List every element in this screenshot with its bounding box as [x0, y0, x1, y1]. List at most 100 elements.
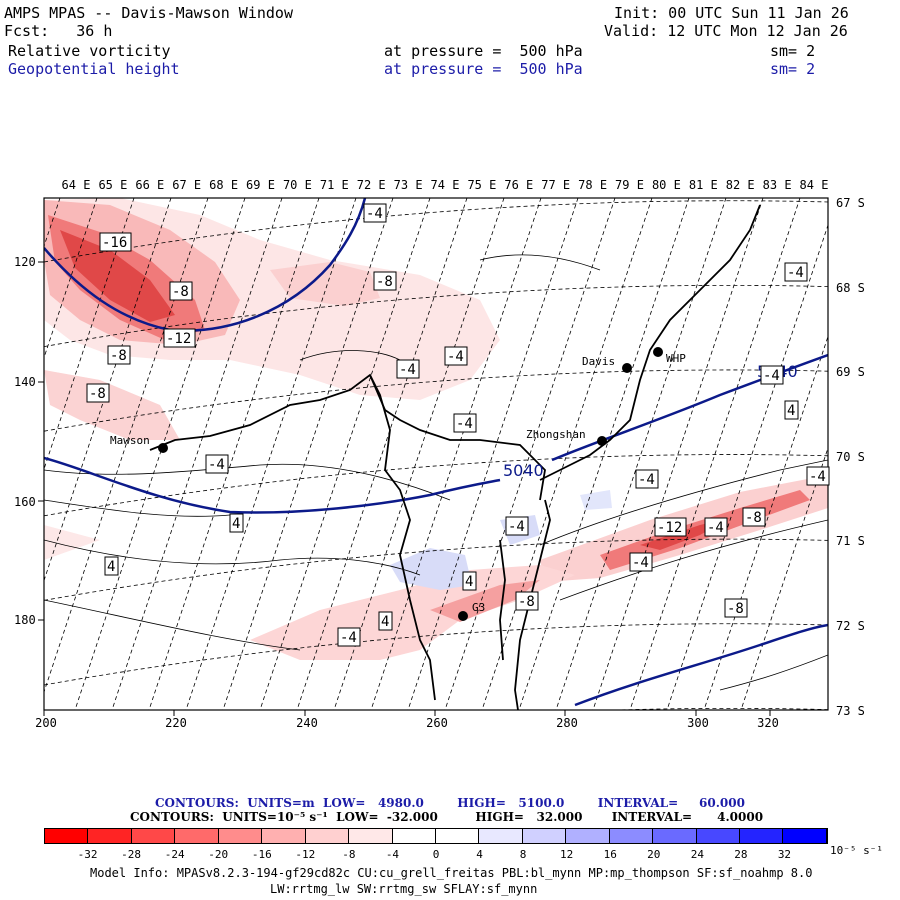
latitude-label: 71 S [836, 534, 865, 549]
colorbar-swatch [609, 829, 654, 843]
vorticity-label: -4 [444, 346, 468, 366]
svg-text:-8: -8 [172, 284, 189, 300]
vorticity-label: -8 [86, 383, 110, 403]
latitude-label: 68 S [836, 280, 865, 295]
colorbar-tick: -4 [385, 848, 400, 861]
station-mawson-label: Mawson [110, 434, 150, 447]
height-label: 5040 [503, 461, 544, 480]
svg-text:-4: -4 [809, 469, 826, 485]
longitude-label: 74 E [430, 178, 460, 192]
svg-text:4: 4 [787, 403, 795, 419]
x-tick: 320 [757, 716, 779, 730]
station-davis [622, 363, 632, 373]
latitude-label: 70 S [836, 449, 865, 464]
station-davis-label: Davis [582, 355, 615, 368]
longitude-label: 80 E [651, 178, 681, 192]
vorticity-label: -4 [363, 203, 387, 223]
x-tick: 300 [687, 716, 709, 730]
colorbar-tick: 28 [734, 848, 748, 861]
vorticity-label: -4 [205, 454, 229, 474]
longitude-label: 83 E [762, 178, 792, 192]
colorbar-swatch [131, 829, 176, 843]
colorbar-tick: 0 [432, 848, 440, 861]
vorticity-labels: -16 -8 -12 -8 -8 -8 -4 -4 -4 -4 -4 -4 -4 -4 4 4 4 4 -4 -4 -4… [86, 203, 830, 647]
svg-text:-4: -4 [208, 457, 225, 473]
colorbar-tick: 4 [476, 848, 483, 861]
svg-text:-8: -8 [89, 386, 106, 402]
svg-text:-4: -4 [787, 265, 804, 281]
vorticity-label: 4 [462, 571, 477, 591]
svg-text:-8: -8 [376, 274, 393, 290]
longitude-label: 77 E [541, 178, 571, 192]
stations [158, 347, 663, 621]
longitude-label: 72 E [356, 178, 386, 192]
svg-text:-4: -4 [366, 206, 383, 222]
vorticity-label: -8 [515, 591, 539, 611]
geopotential-contours [44, 198, 828, 707]
vorticity-label: -8 [742, 507, 766, 527]
field2-smoothing: sm= 2 [770, 60, 816, 78]
valid-time: Valid: 12 UTC Mon 12 Jan 26 [604, 22, 848, 40]
svg-text:-4: -4 [399, 362, 416, 378]
station-zhongshan [597, 436, 607, 446]
vorticity-label: -8 [724, 598, 748, 618]
svg-text:-8: -8 [745, 510, 762, 526]
y-tick: 180 [14, 613, 36, 627]
longitude-label: 78 E [578, 178, 608, 192]
x-tick: 260 [426, 716, 448, 730]
station-g3-label: G3 [472, 601, 485, 614]
colorbar-tick: -24 [164, 848, 185, 861]
colorbar-tick: -16 [251, 848, 272, 861]
longitude-label: 71 E [319, 178, 349, 192]
model-info: Model Info: MPASv8.2.3-194-gf29cd82c CU:… [90, 866, 813, 880]
y-tick: 140 [14, 375, 36, 389]
svg-text:4: 4 [232, 516, 240, 532]
latitude-label: 67 S [836, 196, 865, 210]
latitude-label: 69 S [836, 365, 865, 380]
forecast-hour: Fcst: 36 h [4, 22, 113, 40]
vorticity-label: -4 [784, 262, 808, 282]
svg-text:-8: -8 [110, 348, 127, 364]
longitude-label: 64 E [61, 178, 91, 192]
field2-level: at pressure = 500 hPa [384, 60, 583, 78]
svg-text:-16: -16 [102, 235, 127, 251]
longitude-label: 66 E [135, 178, 165, 192]
x-tick: 280 [556, 716, 578, 730]
colorbar-swatch [783, 829, 827, 843]
colorbar-tick: 8 [519, 848, 527, 861]
colorbar-units: 10⁻⁵ s⁻¹ [830, 844, 883, 857]
station-mawson [158, 443, 168, 453]
vorticity-label: -4 [396, 359, 420, 379]
vorticity-label: -4 [629, 552, 653, 572]
colorbar-tick: 24 [690, 848, 704, 861]
longitude-label: 81 E [688, 178, 718, 192]
svg-text:-4: -4 [508, 519, 525, 535]
vorticity-label: 4 [378, 611, 393, 631]
vorticity-label: -16 [99, 232, 132, 252]
colorbar-swatch [740, 829, 784, 843]
vorticity-label: 4 [229, 513, 244, 533]
svg-text:-4: -4 [447, 349, 464, 365]
colorbar-swatch [349, 829, 393, 843]
colorbar-swatch [88, 829, 132, 843]
svg-text:4: 4 [381, 614, 389, 630]
vorticity-label: -4 [635, 469, 659, 489]
longitude-label: 82 E [725, 178, 755, 192]
vorticity-contours [44, 254, 828, 691]
field1-level: at pressure = 500 hPa [384, 42, 583, 60]
y-tick: 120 [14, 255, 36, 269]
longitude-label: 65 E [98, 178, 128, 192]
colorbar-swatch [305, 829, 350, 843]
x-tick: 200 [35, 716, 57, 730]
vorticity-label: -4 [704, 517, 728, 537]
colorbar-tick: 12 [560, 848, 574, 861]
latitude-label: 72 S [836, 619, 865, 633]
vorticity-label: -12 [163, 328, 196, 348]
longitude-label: 75 E [467, 178, 497, 192]
vorticity-label: -4 [337, 627, 361, 647]
svg-text:4: 4 [465, 574, 473, 590]
height-contour-info: CONTOURS: UNITS=m LOW= 4980.0 HIGH= 5100… [155, 796, 745, 810]
init-time: Init: 00 UTC Sun 11 Jan 26 [614, 4, 849, 22]
vorticity-label: -8 [169, 281, 193, 301]
